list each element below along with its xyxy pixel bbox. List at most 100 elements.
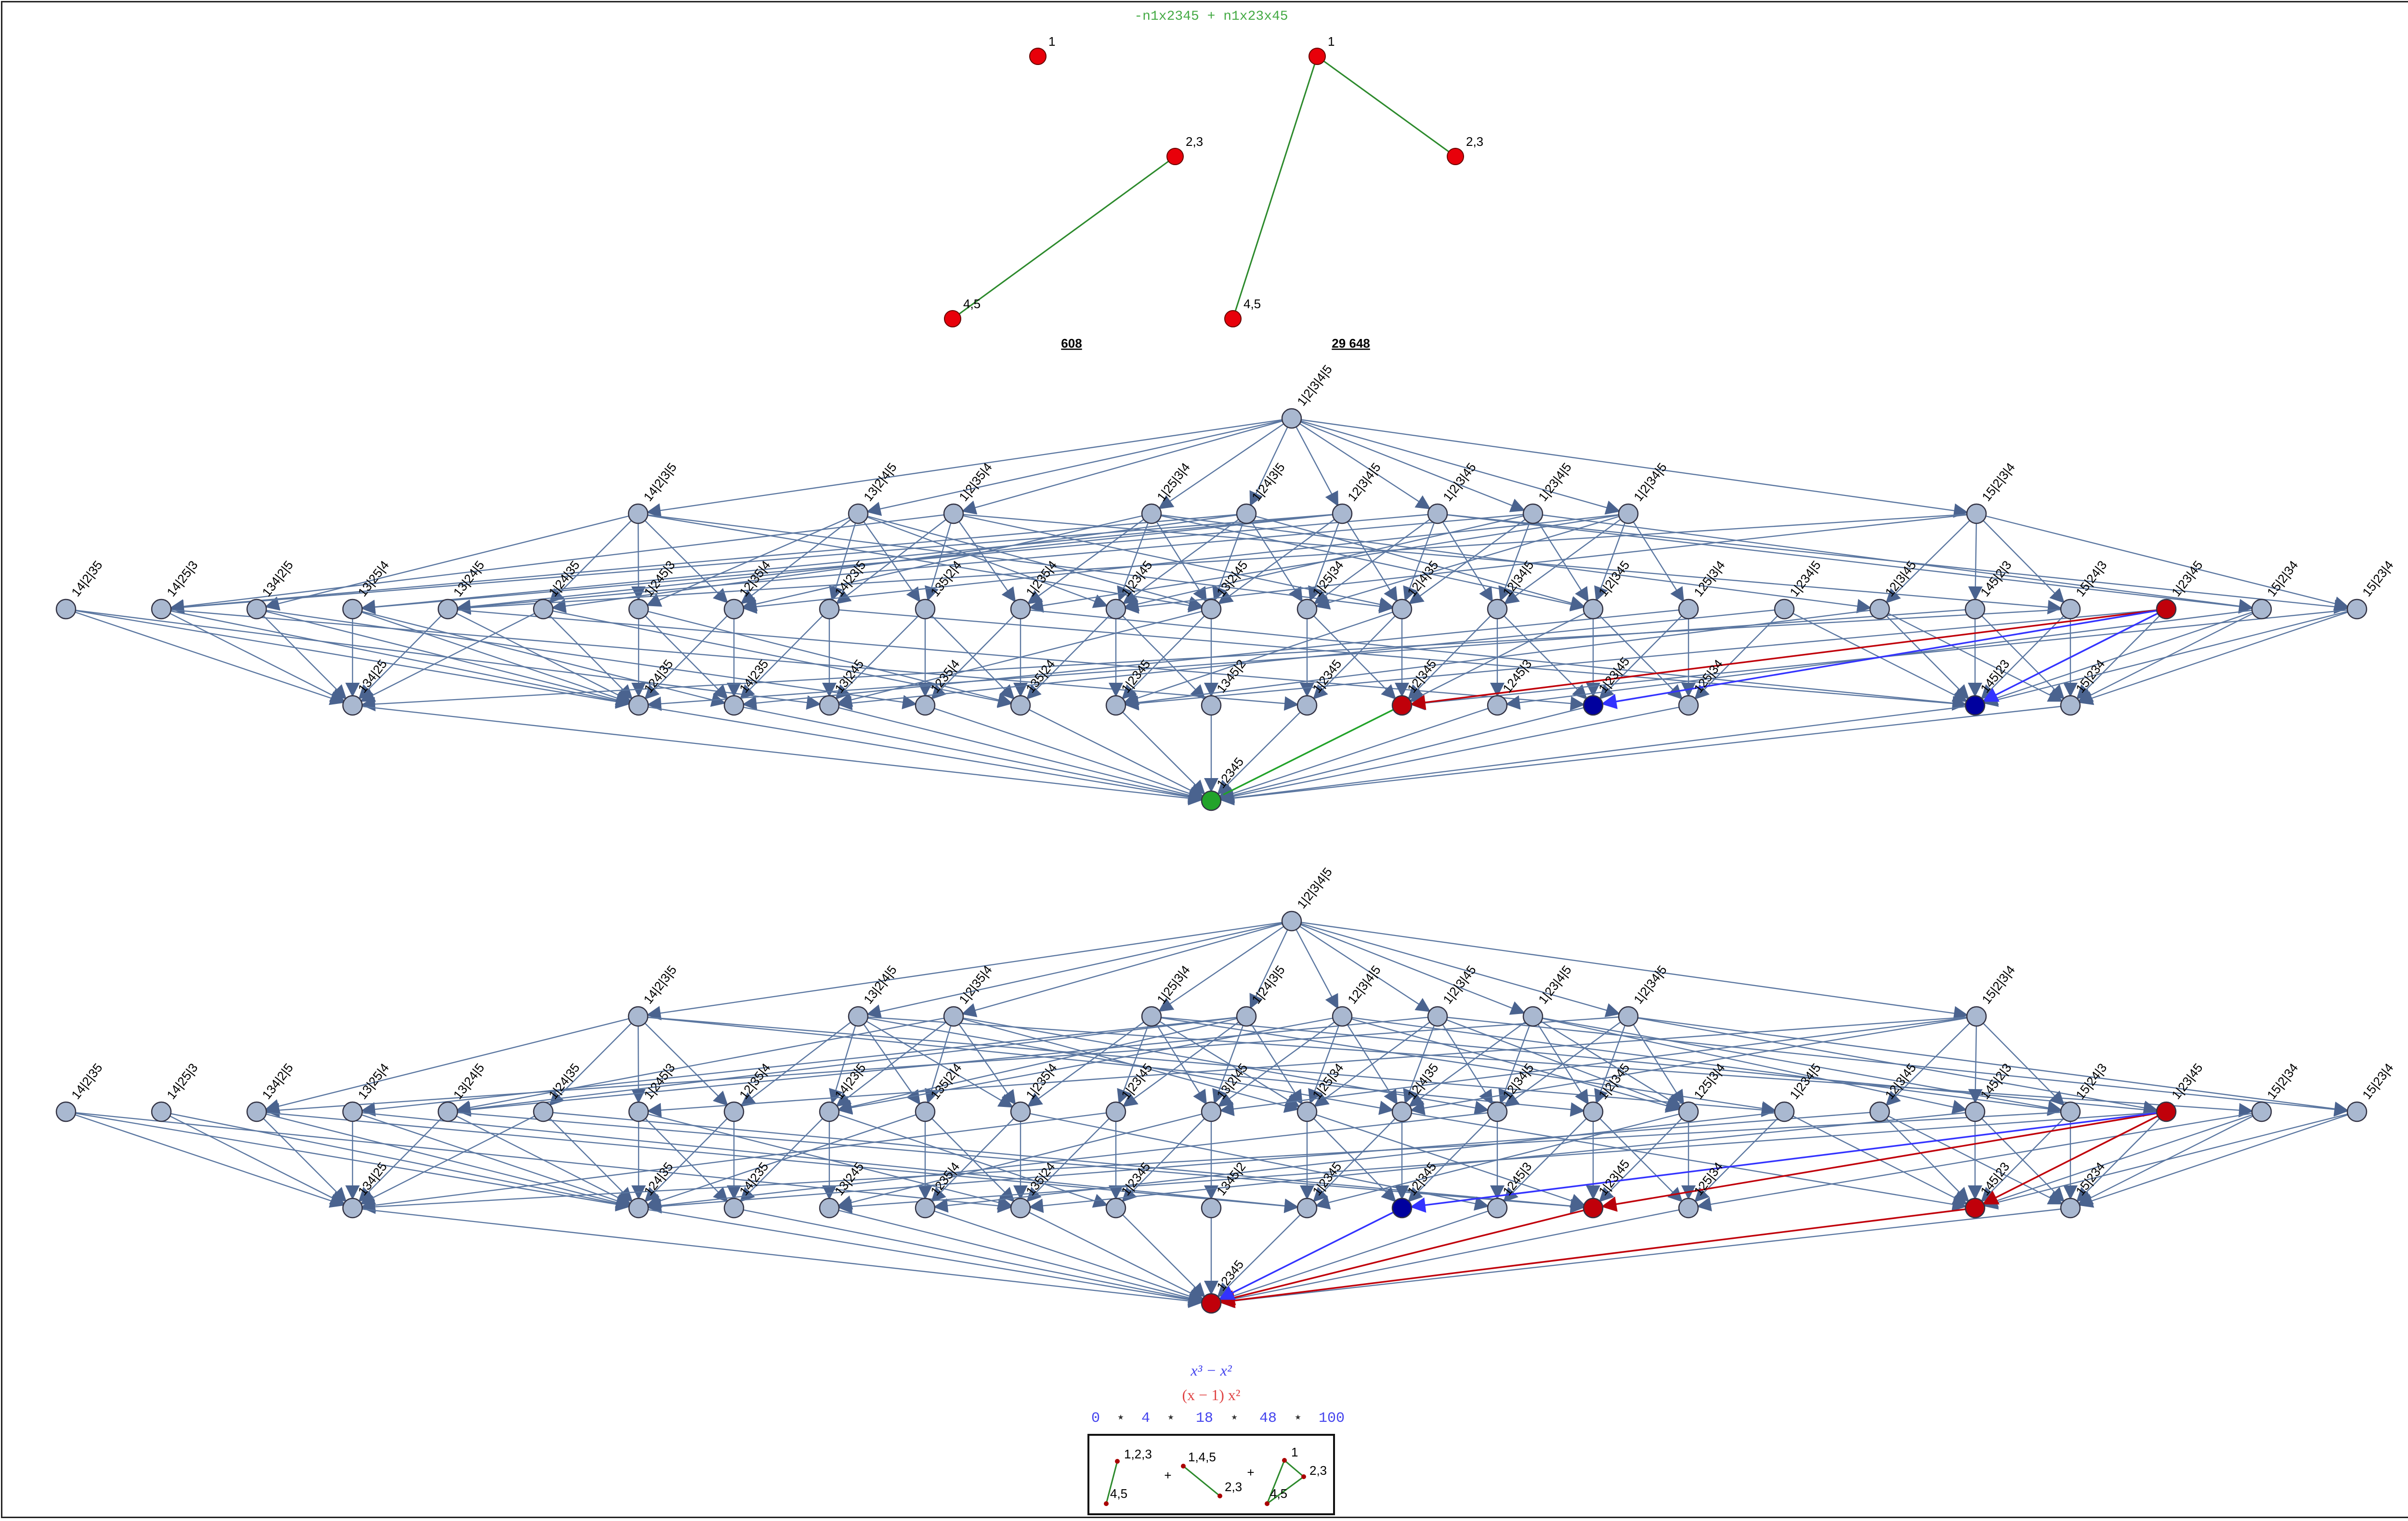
highlighted-edge <box>1410 1111 2167 1213</box>
lattice-node-label: 135|2|4 <box>928 1061 964 1102</box>
lattice-node-label: 1|2|3|45 <box>1440 962 1479 1006</box>
lattice-edge <box>829 1111 1108 1208</box>
lattice-node <box>1105 1197 1126 1219</box>
inset-plus: + <box>1247 1465 1254 1480</box>
lattice-edge <box>360 513 1343 614</box>
lattice-node <box>1391 1197 1413 1219</box>
lattice-node <box>1678 1197 1699 1219</box>
lattice-edge <box>169 513 1343 615</box>
lattice-edge <box>835 609 926 700</box>
lattice-node <box>342 695 363 716</box>
inset-border <box>1087 1434 1335 1515</box>
lattice-edge <box>1020 608 1967 711</box>
lattice-edge <box>1291 417 1621 515</box>
lattice-edge <box>1784 608 1968 702</box>
lattice-edge <box>638 513 1204 613</box>
lattice-edge <box>1975 1111 2065 1202</box>
lattice-edge <box>1027 1016 1152 1107</box>
lattice-edge <box>1117 513 1152 602</box>
lattice-node <box>1201 598 1222 620</box>
lattice-node <box>2060 695 2081 716</box>
lattice-edge <box>1151 1015 1777 1116</box>
lattice-edge <box>1628 1015 2349 1116</box>
lattice-edge <box>543 609 633 700</box>
lattice-node <box>1391 695 1413 716</box>
lattice-node <box>151 1101 172 1122</box>
lattice-edge <box>858 513 1109 608</box>
lattice-edge <box>858 1015 2254 1118</box>
lattice-node <box>1487 1101 1508 1122</box>
lattice-node <box>819 695 840 716</box>
highlighted-edge <box>1601 608 2167 709</box>
lattice-node <box>723 695 745 716</box>
lattice-edge <box>646 1111 1498 1213</box>
lattice-edge <box>1598 1111 1689 1202</box>
lattice-edge <box>961 920 1292 1017</box>
lattice-node <box>1427 503 1448 524</box>
lattice-node <box>2060 598 2081 620</box>
top-left-node <box>944 310 961 327</box>
inset-node-label: 4,5 <box>1110 1486 1127 1501</box>
lattice-node <box>628 598 649 620</box>
highlighted-edge <box>1982 608 2167 702</box>
lattice-edge <box>953 1015 1490 1115</box>
lattice-node <box>848 1006 869 1027</box>
lattice-edge <box>733 704 1204 804</box>
lattice-node <box>1236 503 1257 524</box>
lattice-edge <box>65 608 822 710</box>
lattice-node <box>915 1101 936 1122</box>
inset-node-label: 2,3 <box>1225 1480 1242 1494</box>
inset-node-label: 2,3 <box>1309 1463 1327 1478</box>
lattice-node-label: 13|24|5 <box>450 558 487 599</box>
lattice-edge <box>1498 513 1534 602</box>
lattice-edge <box>858 1015 1014 1108</box>
lattice-node <box>1966 503 1987 524</box>
lattice-edge <box>352 608 726 707</box>
lattice-node <box>437 598 458 620</box>
lattice-edge <box>2078 608 2262 702</box>
lattice-node-label: 1|2|345 <box>1596 558 1632 599</box>
lattice-edge <box>352 608 631 705</box>
lattice-node <box>246 1101 267 1122</box>
lattice-edge <box>930 1111 1021 1202</box>
lattice-node <box>943 503 964 524</box>
lattice-edge <box>1983 1111 2262 1208</box>
lattice-node <box>1281 910 1302 932</box>
lattice-node-label: 14|235 <box>736 1159 771 1198</box>
lattice-edge <box>1027 513 1152 604</box>
lattice-node <box>2156 598 2177 620</box>
inset-node-label: 1,4,5 <box>1188 1450 1216 1464</box>
lattice-node <box>628 1101 649 1122</box>
lattice-edge <box>1291 417 1431 509</box>
lattice-edge <box>925 704 1204 801</box>
lattice-node <box>1201 1197 1222 1219</box>
lattice-edge <box>1308 1016 1343 1105</box>
lattice-edge <box>1219 704 2071 806</box>
lattice-edge <box>740 1016 859 1107</box>
lattice-node-label: 12|3|4|5 <box>1345 962 1384 1006</box>
top-left-node-label: 2,3 <box>1186 134 1203 149</box>
lattice-node <box>1010 1101 1031 1122</box>
lattice-edge <box>456 513 1977 615</box>
lattice-edge <box>256 609 347 700</box>
lattice-edge <box>925 609 1015 700</box>
lattice-node <box>1141 1006 1162 1027</box>
lattice-edge <box>1976 1016 2065 1106</box>
lattice-node <box>151 598 172 620</box>
lattice-edge <box>447 608 631 702</box>
lattice-edge <box>1532 513 1589 602</box>
lattice-node-label: 15|24|3 <box>2073 558 2109 599</box>
lattice-node-label: 12|34|5 <box>1500 1061 1536 1102</box>
inset-node <box>1181 1464 1186 1469</box>
highlighted-edge <box>1219 1207 1594 1305</box>
lattice-edge <box>1124 608 1402 705</box>
lattice-node <box>1522 1006 1544 1027</box>
lattice-node-label: 13|25|4 <box>355 558 392 599</box>
lattice-node <box>1105 695 1126 716</box>
lattice-node <box>1201 1293 1222 1314</box>
lattice-edge <box>352 1111 1299 1213</box>
lattice-edge <box>1122 513 1247 604</box>
lattice-edge <box>1315 1111 1689 1210</box>
top-graphs: 1 2,3 4,5 1 2,3 4,5 <box>944 34 1483 327</box>
lattice-edge <box>1968 1016 1983 1104</box>
